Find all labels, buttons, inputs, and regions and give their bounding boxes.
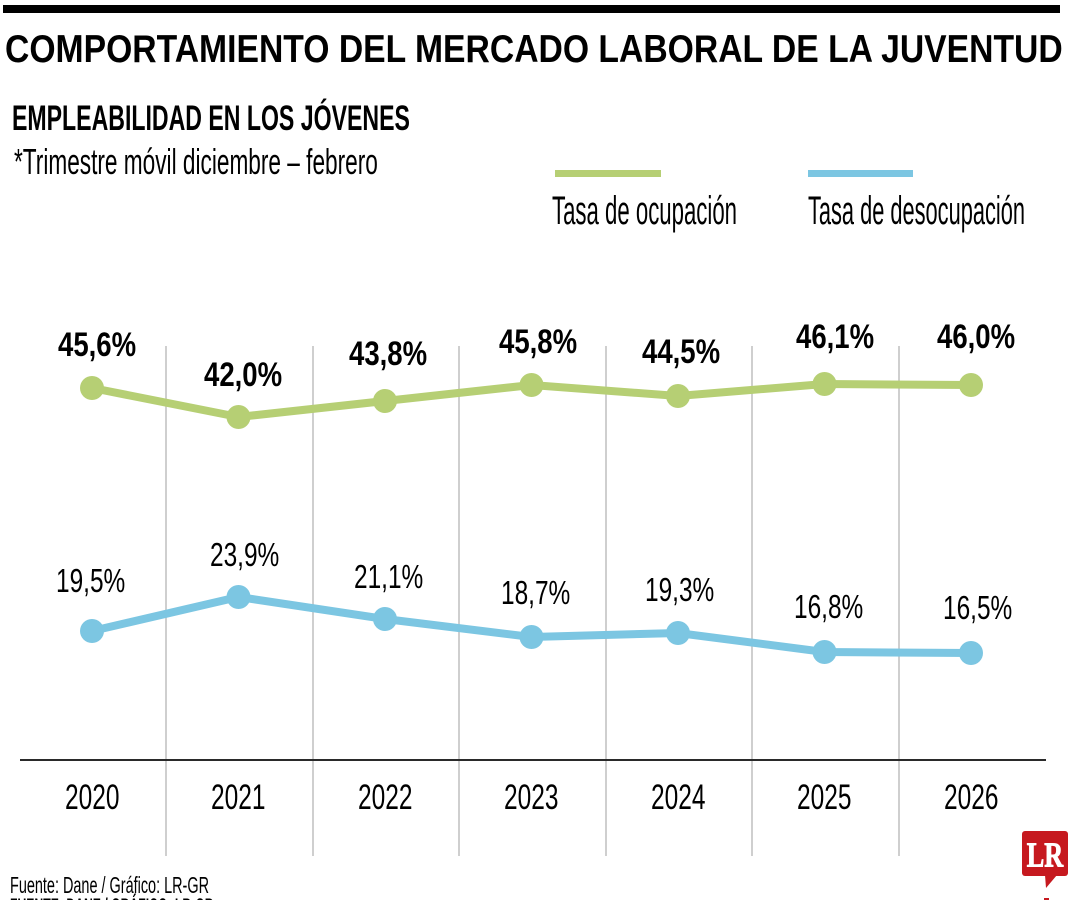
svg-text:LR: LR (1027, 835, 1064, 875)
